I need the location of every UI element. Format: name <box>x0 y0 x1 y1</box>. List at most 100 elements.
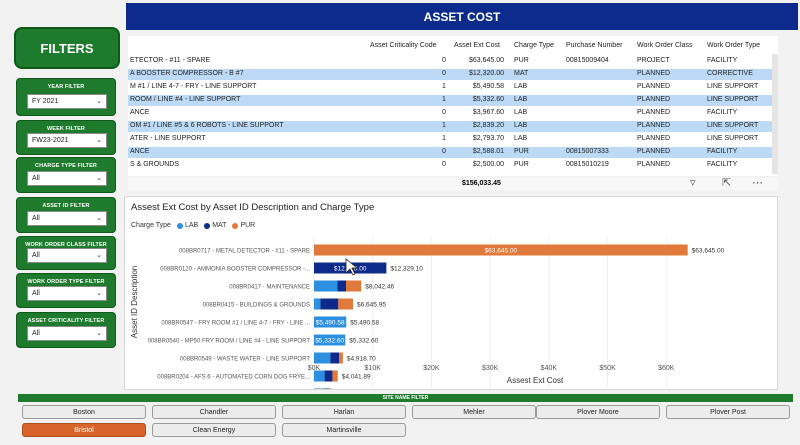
col-charge-type[interactable]: Charge Type <box>514 42 554 49</box>
site-button-chandler[interactable]: Chandler <box>152 405 276 419</box>
table-row[interactable]: ANCE 0 $3,967.60 LAB PLANNED FACILITY <box>128 108 778 119</box>
cell-class: PLANNED <box>637 122 671 129</box>
col-purchase-number[interactable]: Purchase Number <box>566 42 623 49</box>
table-row[interactable]: OM #1 / LINE #5 & 6 ROBOTS - LINE SUPPOR… <box>128 121 778 132</box>
filter-icon[interactable]: ▿ <box>690 177 696 189</box>
chart-plot: $0K $10K $20K $30K $40K $50K $60K Assest Ext Co… <box>130 237 725 389</box>
work-order-type-filter-select[interactable]: All ⌄ <box>27 286 107 301</box>
cell-charge: PUR <box>514 161 529 168</box>
bar-mat <box>337 280 347 292</box>
work-order-type-filter-value: All <box>32 290 40 297</box>
asset-cost-chart: Assest Ext Cost by Asset ID Description … <box>124 196 778 390</box>
cell-crit: 0 <box>442 161 446 168</box>
year-filter-select[interactable]: FY 2021 ⌄ <box>27 94 107 109</box>
cell-type: LINE SUPPORT <box>707 122 759 129</box>
site-button-martinsville[interactable]: Martinsville <box>282 423 406 437</box>
charge-type-filter-select[interactable]: All ⌄ <box>27 171 107 186</box>
cell-desc: ANCE <box>130 109 150 116</box>
bar-lab <box>314 280 338 292</box>
table-row[interactable]: ETECTOR - #11 - SPARE 0 $63,645.00 PUR 00815… <box>128 56 778 67</box>
table-row[interactable]: ANCE 0 $2,588.01 PUR 00815007333 PLANNED FACIL… <box>128 147 778 158</box>
y-axis-label: Asset ID Description <box>130 266 139 338</box>
bar-total-label: $4,918.70 <box>347 356 376 363</box>
cell-cost: $3,967.60 <box>472 109 504 116</box>
cell-desc: A BOOSTER COMPRESSOR - B #7 <box>130 70 244 77</box>
table-total: $156,033.45 <box>462 180 501 187</box>
col-asset-ext-cost[interactable]: Asset Ext Cost <box>454 42 500 49</box>
y-tick-label: 008BR0547 - FRY ROOM #1 / LINE 4-7 - FRY… <box>161 321 310 327</box>
more-options-icon[interactable]: ⋯ <box>752 177 764 189</box>
asset-criticality-filter: ASSET CRITICALITY FILTER All ⌄ <box>16 312 116 348</box>
table-row[interactable]: M #1 / LINE 4-7 - FRY - LINE SUPPORT 1 $5,… <box>128 82 778 93</box>
asset-id-filter-select[interactable]: All ⌄ <box>27 211 107 226</box>
bar-total-label: $12,329.10 <box>390 266 423 273</box>
bar-total-label: $63,645.00 <box>692 248 725 255</box>
site-button-plover-moore[interactable]: Plover Moore <box>536 405 660 419</box>
y-tick-label: 008BR0717 - METAL DETECTOR - #11 - SPARE <box>179 249 310 255</box>
chevron-down-icon: ⌄ <box>96 252 102 259</box>
cell-po: 00815009404 <box>566 57 609 64</box>
week-filter-select[interactable]: FW23-2021 ⌄ <box>27 133 107 148</box>
legend-label-pur: PUR <box>240 222 256 229</box>
cell-type: LINE SUPPORT <box>707 135 759 142</box>
year-filter-value: FY 2021 <box>32 98 59 105</box>
cell-type: FACILITY <box>707 109 738 116</box>
cell-type: CORRECTIVE <box>707 70 753 77</box>
cell-charge: PUR <box>514 57 529 64</box>
cell-cost: $12,320.00 <box>468 70 504 77</box>
x-tick-label: $40K <box>541 365 558 372</box>
col-work-order-class[interactable]: Work Order Class <box>637 42 693 49</box>
table-row[interactable]: A BOOSTER COMPRESSOR - B #7 0 $12,320.00 MA… <box>128 69 778 80</box>
charge-type-filter-value: All <box>32 175 40 182</box>
cell-type: FACILITY <box>707 161 738 168</box>
site-button-boston[interactable]: Boston <box>22 405 146 419</box>
charge-type-filter-title: CHARGE TYPE FILTER <box>35 163 97 169</box>
charge-type-filter: CHARGE TYPE FILTER All ⌄ <box>16 157 116 193</box>
bar-pur <box>332 370 338 382</box>
cell-crit: 1 <box>442 96 446 103</box>
cell-type: LINE SUPPORT <box>707 83 759 90</box>
cell-charge: PUR <box>514 148 529 155</box>
legend-item-pur[interactable]: PUR <box>232 222 255 229</box>
cell-cost: $2,839.20 <box>472 122 504 129</box>
legend-item-mat[interactable]: MAT <box>204 222 226 229</box>
site-button-clean-energy[interactable]: Clean Energy <box>152 423 276 437</box>
focus-mode-icon[interactable]: ⇱ <box>722 177 732 189</box>
chart-title: Assest Ext Cost by Asset ID Description … <box>131 202 375 213</box>
bar-mat <box>324 370 333 382</box>
table-row[interactable]: ROOM / LINE #4 - LINE SUPPORT 1 $5,332.60 L… <box>128 95 778 106</box>
cell-po: 00815007333 <box>566 148 609 155</box>
chevron-down-icon: ⌄ <box>96 215 102 222</box>
cell-crit: 0 <box>442 70 446 77</box>
chevron-down-icon: ⌄ <box>96 290 102 297</box>
y-tick-label: 008BR0549 - WASTE WATER - LINE SUPPORT <box>180 357 310 363</box>
asset-criticality-filter-select[interactable]: All ⌄ <box>27 326 107 341</box>
table-total-row: $156,033.45 <box>128 178 778 190</box>
week-filter-title: WEEK FILTER <box>47 126 85 132</box>
site-button-plover-post[interactable]: Plover Post <box>666 405 790 419</box>
cell-desc: ETECTOR - #11 - SPARE <box>130 57 211 64</box>
work-order-class-filter-select[interactable]: All ⌄ <box>27 248 107 263</box>
asset-id-filter-title: ASSET ID FILTER <box>42 203 90 209</box>
cell-class: PLANNED <box>637 161 671 168</box>
cell-class: PROJECT <box>637 57 670 64</box>
table-row[interactable]: ATER - LINE SUPPORT 1 $2,793.70 LAB PLANNED L… <box>128 134 778 145</box>
col-work-order-type[interactable]: Work Order Type <box>707 42 761 49</box>
legend-item-lab[interactable]: LAB <box>176 222 198 229</box>
chevron-down-icon: ⌄ <box>96 330 102 337</box>
cell-crit: 0 <box>442 57 446 64</box>
mouse-cursor-icon <box>345 258 359 276</box>
cell-charge: LAB <box>514 122 528 129</box>
table-scrollbar[interactable] <box>772 54 778 174</box>
y-tick-label: 008BR0204 - AFS 6 - AUTOMATED CORN DOG F… <box>157 375 310 381</box>
cell-desc: ATER - LINE SUPPORT <box>130 135 206 142</box>
table-row[interactable]: S & GROUNDS 0 $2,500.00 PUR 00815010219 PLANN… <box>128 160 778 171</box>
x-tick-label: $60K <box>658 365 675 372</box>
col-asset-criticality-code[interactable]: Asset Criticality Code <box>370 42 437 49</box>
cell-class: PLANNED <box>637 83 671 90</box>
site-button-bristol[interactable]: Bristol <box>22 423 146 437</box>
cell-cost: $63,645.00 <box>468 57 504 64</box>
site-button-harlan[interactable]: Harlan <box>282 405 406 419</box>
x-tick-label: $0K <box>308 365 321 372</box>
site-button-mehler[interactable]: Mehler <box>412 405 536 419</box>
